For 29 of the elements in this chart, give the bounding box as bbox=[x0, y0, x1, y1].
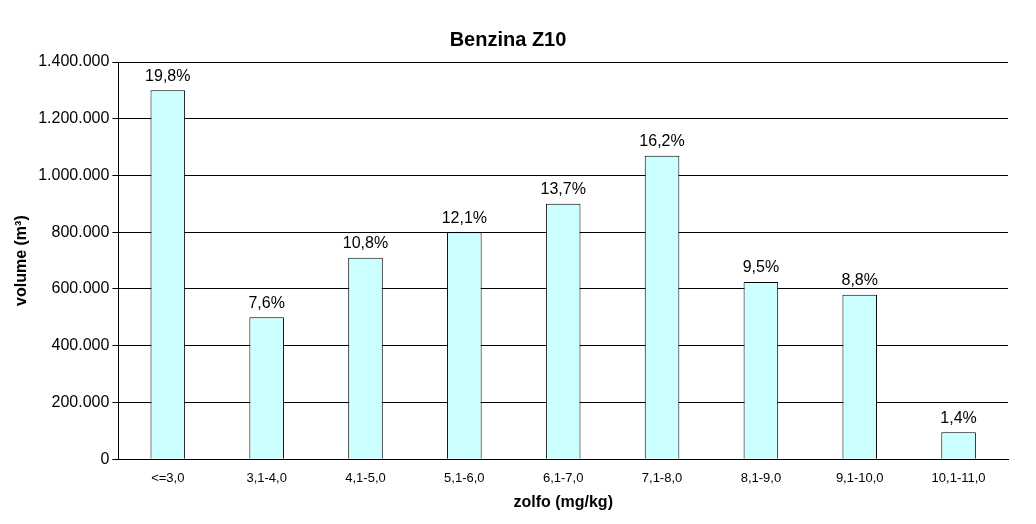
x-axis-title: zolfo (mg/kg) bbox=[513, 492, 613, 510]
annotation: 10,8% bbox=[342, 234, 389, 252]
x-tick-label: 4,1-5,0 bbox=[345, 469, 386, 485]
y-tick-label: 600.000 bbox=[51, 279, 110, 297]
x-tick-label: <=3,0 bbox=[151, 469, 185, 485]
annotation: 9,5% bbox=[742, 258, 780, 276]
annotation: 8,8% bbox=[841, 271, 878, 289]
y-tick-label: 200.000 bbox=[51, 392, 110, 410]
x-tick-label: 6,1-7,0 bbox=[542, 469, 584, 485]
x-tick-label: 3,1-4,0 bbox=[246, 469, 287, 485]
y-tick-label: 800.000 bbox=[51, 222, 110, 240]
y-tick-label: 1.200.000 bbox=[38, 109, 110, 127]
annotation: 16,2% bbox=[639, 132, 685, 150]
annotation: 12,1% bbox=[441, 208, 488, 226]
y-tick-label: 0 bbox=[100, 449, 110, 467]
x-tick-label: 9,1-10,0 bbox=[835, 469, 884, 485]
y-tick-label: 400.000 bbox=[51, 336, 110, 354]
x-tick-label: 5,1-6,0 bbox=[444, 469, 485, 485]
y-tick-label: 1.000.000 bbox=[38, 165, 110, 183]
y-axis-title: volume (m³) bbox=[12, 215, 30, 306]
x-tick-label: 8,1-9,0 bbox=[740, 469, 782, 485]
x-tick-label: 7,1-8,0 bbox=[641, 469, 683, 485]
annotation: 7,6% bbox=[248, 293, 285, 311]
annotation: 1,4% bbox=[940, 408, 977, 426]
annotation: 13,7% bbox=[540, 180, 586, 198]
y-tick-label: 1.400.000 bbox=[38, 52, 110, 70]
x-tick-label: 10,1-11,0 bbox=[931, 469, 986, 485]
annotation: 19,8% bbox=[145, 66, 191, 84]
chart-title: Benzina Z10 bbox=[449, 27, 567, 50]
